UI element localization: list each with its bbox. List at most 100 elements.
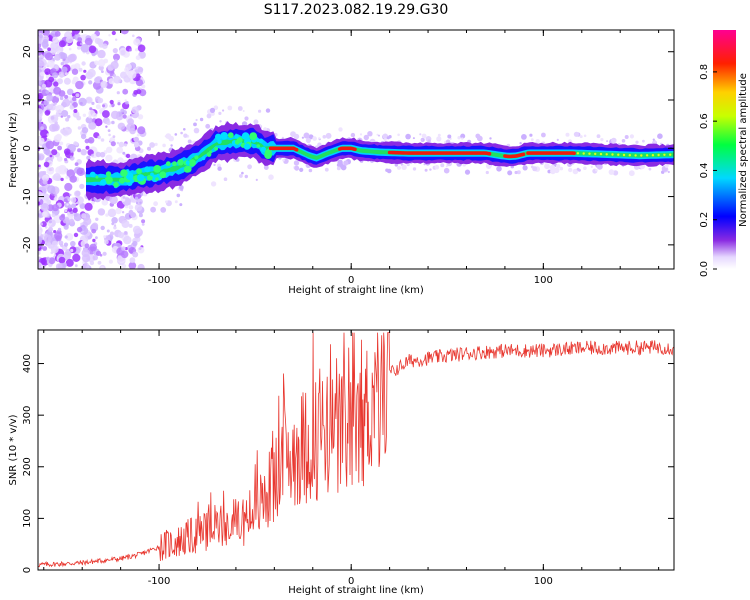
ridge-knot — [234, 134, 239, 139]
noise-blob — [131, 81, 135, 84]
noise-blob — [384, 138, 387, 142]
noise-blob — [312, 136, 317, 141]
noise-blob — [388, 135, 392, 139]
ridge-knot — [165, 161, 171, 167]
noise-blob — [44, 110, 51, 116]
noise-blob — [122, 88, 129, 95]
figure-title: S117.2023.082.19.29.G30 — [264, 2, 449, 18]
noise-blob — [572, 168, 579, 175]
noise-blob — [664, 163, 669, 168]
noise-blob — [535, 139, 540, 144]
noise-blob — [179, 203, 183, 207]
colorbar-tick-label: 0.2 — [699, 212, 710, 228]
xtick-label: 0 — [348, 275, 354, 286]
ridge-peak — [576, 152, 580, 155]
noise-blob — [376, 133, 379, 136]
noise-blob — [77, 46, 81, 50]
noise-blob — [55, 263, 63, 269]
noise-blob — [69, 155, 73, 159]
colorbar-tick-label: 0.6 — [699, 113, 710, 129]
noise-blob — [72, 253, 81, 262]
noise-blob — [132, 34, 135, 38]
noise-blob — [53, 86, 62, 95]
noise-blob — [65, 35, 74, 44]
noise-blob — [40, 221, 47, 228]
noise-blob — [122, 114, 127, 119]
noise-blob — [47, 47, 51, 52]
ridge-knot — [119, 177, 125, 184]
ridge-knot — [120, 169, 128, 177]
noise-blob — [51, 149, 58, 156]
noise-blob — [293, 133, 300, 140]
ridge-knot — [150, 172, 154, 177]
noise-blob — [107, 208, 117, 218]
ytick-label: 200 — [22, 457, 33, 476]
noise-blob — [427, 139, 431, 143]
noise-blob — [48, 220, 52, 224]
noise-blob — [65, 117, 70, 122]
noise-blob — [129, 257, 136, 264]
noise-blob — [83, 69, 87, 73]
noise-blob — [532, 166, 538, 172]
noise-blob — [55, 106, 60, 111]
noise-blob — [128, 209, 134, 215]
noise-blob — [94, 118, 103, 127]
noise-blob — [83, 217, 92, 226]
noise-blob — [128, 223, 133, 228]
noise-blob — [530, 138, 534, 142]
noise-blob — [657, 133, 663, 139]
noise-blob — [308, 168, 313, 173]
noise-blob — [74, 190, 81, 197]
noise-blob — [110, 110, 120, 120]
noise-blob — [541, 132, 546, 138]
ytick-label: 100 — [22, 509, 33, 528]
noise-blob — [124, 99, 127, 102]
noise-blob — [38, 251, 41, 255]
noise-blob — [239, 174, 243, 178]
noise-blob — [147, 146, 151, 151]
noise-blob — [102, 104, 106, 108]
noise-blob — [73, 212, 78, 217]
noise-blob — [437, 133, 441, 137]
noise-blob — [336, 166, 341, 171]
noise-blob — [424, 168, 428, 172]
noise-blob — [108, 133, 111, 137]
colorbar-ticks: 0.0 0.2 0.4 0.6 0.8 — [699, 64, 717, 277]
noise-blob — [420, 138, 424, 141]
noise-blob — [132, 240, 138, 247]
noise-blob — [95, 151, 102, 158]
noise-blob — [38, 137, 45, 144]
noise-blob — [600, 138, 604, 142]
noise-blob — [38, 261, 42, 268]
noise-blob — [64, 209, 68, 213]
noise-blob — [421, 133, 427, 139]
noise-blob — [187, 139, 192, 144]
spectrogram-ylabel: Frequency (Hz) — [8, 112, 19, 188]
xtick-label: 0 — [348, 576, 354, 587]
noise-blob — [176, 193, 181, 198]
noise-blob — [91, 101, 95, 105]
noise-blob — [73, 232, 79, 238]
noise-blob — [113, 224, 117, 227]
noise-blob — [544, 163, 550, 170]
noise-blob — [97, 97, 104, 104]
ridge-knot — [249, 132, 258, 141]
colorbar: 0.0 0.2 0.4 0.6 0.8 Normalized spectral ampl… — [699, 30, 749, 277]
noise-blob — [242, 110, 245, 112]
noise-blob — [127, 70, 137, 79]
noise-blob — [76, 142, 79, 146]
noise-blob — [38, 57, 42, 64]
noise-blob — [85, 145, 90, 150]
noise-blob — [653, 140, 657, 144]
noise-blob — [41, 40, 49, 48]
noise-blob — [263, 165, 269, 171]
ytick-label: 400 — [22, 354, 33, 373]
noise-blob — [38, 146, 41, 152]
noise-blob — [70, 197, 77, 203]
ridge-knot — [194, 155, 199, 160]
noise-blob — [43, 100, 49, 106]
noise-blob — [124, 247, 128, 251]
noise-blob — [222, 109, 225, 112]
noise-blob — [405, 133, 411, 140]
noise-blob — [89, 107, 93, 111]
